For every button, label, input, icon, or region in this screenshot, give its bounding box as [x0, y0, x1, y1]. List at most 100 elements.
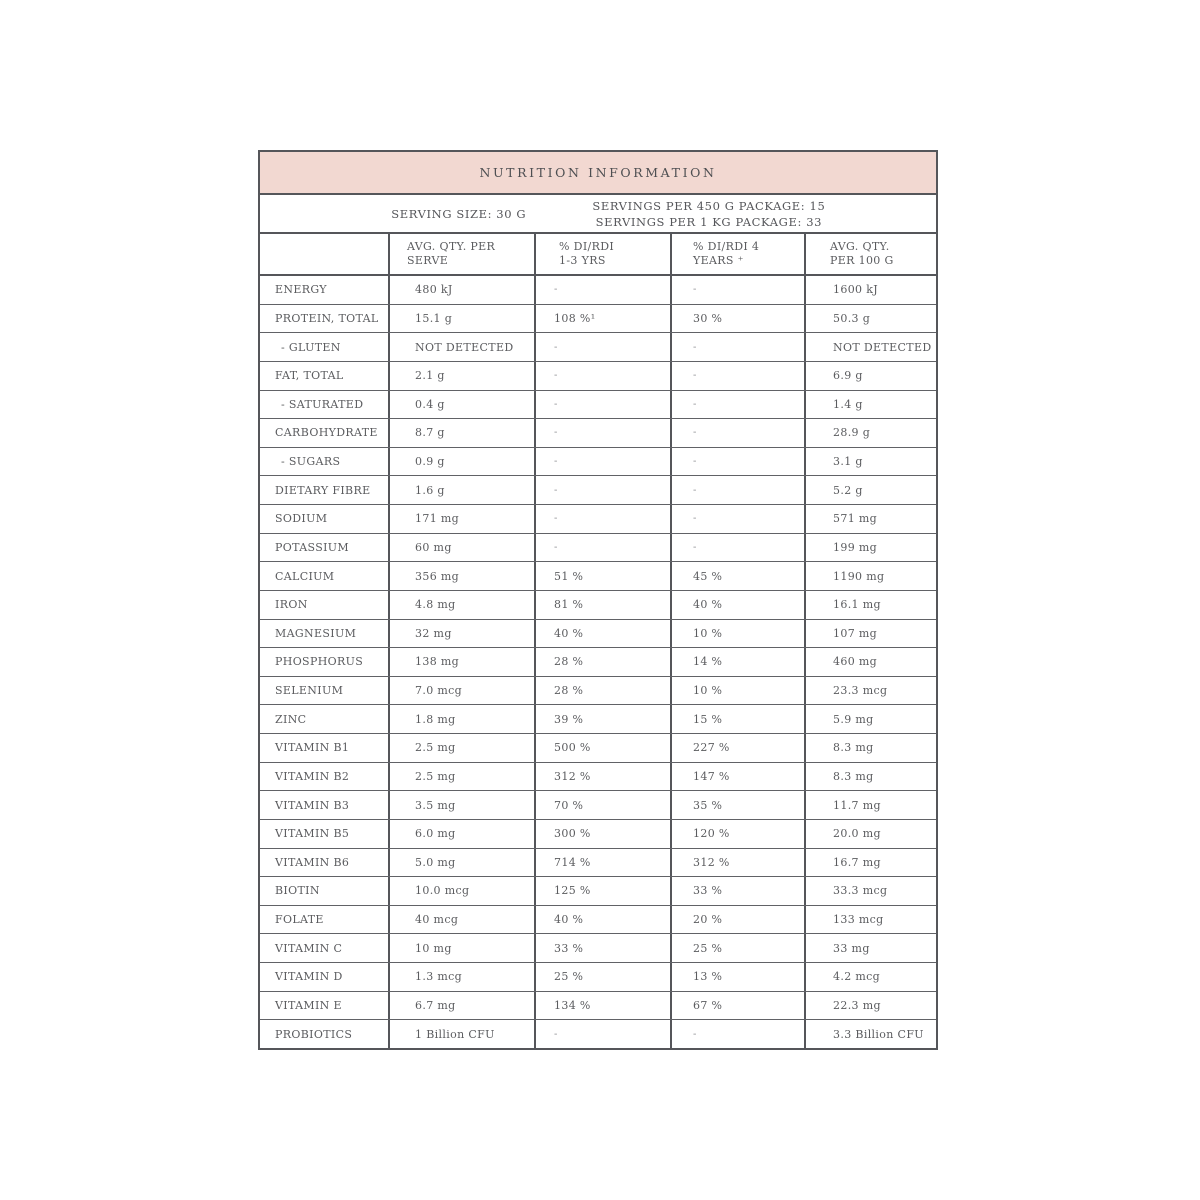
servings-450g-text: SERVINGS PER 450 G PACKAGE: 15	[592, 198, 826, 213]
di-rdi-4-years-cell: 10 %	[670, 676, 804, 705]
di-rdi-4-years-cell: 312 %	[670, 848, 804, 877]
table-row: FAT, TOTAL 2.1 g - -6.9 g	[260, 360, 936, 390]
per-serve-cell: 1.6 g	[388, 476, 534, 504]
di-rdi-4-years-cell: 13 %	[670, 963, 804, 991]
di-rdi-1-3-yrs-cell: -	[534, 361, 670, 390]
nutrient-cell: VITAMIN B2	[275, 769, 350, 783]
table-row: BIOTIN 10.0 mcg 125 % 33 % 33.3 mcg	[260, 876, 936, 905]
di-rdi-4-years-cell: -	[670, 476, 804, 504]
table-row: FOLATE 40 mcg 40 % 20 % 133 mcg	[260, 904, 936, 934]
per-100g-cell: 20.0 mg	[804, 819, 936, 848]
di-rdi-1-3-yrs-cell: 40 %	[534, 619, 670, 648]
di-rdi-4-years-cell: 147 %	[670, 762, 804, 791]
nutrient-cell: - SATURATED	[281, 397, 364, 411]
per-100g-cell: 23.3 mcg	[804, 676, 936, 705]
di-rdi-4-years-cell: 30 %	[670, 304, 804, 333]
nutrient-cell: VITAMIN B6	[275, 855, 350, 869]
table-row: ENERGY 480 kJ - -1600 kJ	[260, 276, 936, 304]
nutrient-cell: DIETARY FIBRE	[275, 483, 371, 497]
nutrient-cell: PROTEIN, TOTAL	[275, 311, 379, 325]
nutrient-cell: VITAMIN E	[275, 998, 342, 1012]
di-rdi-1-3-yrs-cell: 25 %	[534, 963, 670, 991]
table-row: VITAMIN B3 3.5 mg 70 % 35 % 11.7 mg	[260, 790, 936, 819]
column-header-di-rdi-4-years: % DI/RDI 4 YEARS ⁺	[670, 234, 804, 274]
per-serve-cell: 7.0 mcg	[388, 676, 534, 705]
di-rdi-4-years-cell: -	[670, 533, 804, 562]
per-serve-cell: 0.4 g	[388, 390, 534, 419]
column-header-text: 1-3 YRS	[559, 254, 606, 267]
di-rdi-4-years-cell: -	[670, 390, 804, 419]
di-rdi-1-3-yrs-cell: 70 %	[534, 791, 670, 819]
per-100g-cell: 5.9 mg	[804, 705, 936, 733]
table-row: PHOSPHORUS 138 mg 28 % 14 % 460 mg	[260, 647, 936, 676]
di-rdi-1-3-yrs-cell: 125 %	[534, 877, 670, 905]
di-rdi-4-years-cell: 35 %	[670, 791, 804, 819]
per-100g-cell: 8.3 mg	[804, 734, 936, 762]
per-serve-cell: 10 mg	[388, 934, 534, 962]
di-rdi-1-3-yrs-cell: -	[534, 1020, 670, 1048]
di-rdi-1-3-yrs-cell: -	[534, 333, 670, 361]
di-rdi-4-years-cell: -	[670, 419, 804, 447]
nutrient-cell: VITAMIN C	[275, 941, 343, 955]
nutrient-cell: VITAMIN D	[275, 970, 343, 984]
nutrient-cell: VITAMIN B5	[275, 827, 350, 841]
table-row: - SATURATED 0.4 g - -1.4 g	[260, 389, 936, 419]
di-rdi-1-3-yrs-cell: -	[534, 276, 670, 304]
di-rdi-4-years-cell: -	[670, 276, 804, 304]
di-rdi-1-3-yrs-cell: 40 %	[534, 905, 670, 934]
table-row: POTASSIUM 60 mg - -199 mg	[260, 532, 936, 562]
di-rdi-4-years-cell: -	[670, 333, 804, 361]
nutrient-cell: - SUGARS	[281, 455, 341, 469]
table-row: MAGNESIUM 32 mg 40 % 10 % 107 mg	[260, 618, 936, 648]
nutrient-cell: CARBOHYDRATE	[275, 426, 378, 440]
per-serve-cell: 4.8 mg	[388, 590, 534, 619]
per-serve-cell: 2.5 mg	[388, 734, 534, 762]
table-row: PROBIOTICS 1 Billion CFU - -3.3 Billion CFU	[260, 1019, 936, 1048]
per-serve-cell: 2.5 mg	[388, 762, 534, 791]
nutrient-cell: FOLATE	[275, 913, 324, 927]
table-row: SELENIUM 7.0 mcg 28 % 10 % 23.3 mcg	[260, 675, 936, 705]
table-row: VITAMIN B1 2.5 mg 500 % 227 % 8.3 mg	[260, 733, 936, 762]
nutrient-cell: VITAMIN B3	[275, 798, 350, 812]
di-rdi-4-years-cell: -	[670, 1020, 804, 1048]
per-serve-cell: 1.3 mcg	[388, 963, 534, 991]
di-rdi-4-years-cell: -	[670, 505, 804, 533]
per-serve-cell: 480 kJ	[388, 276, 534, 304]
di-rdi-1-3-yrs-cell: 81 %	[534, 590, 670, 619]
per-100g-cell: 33.3 mcg	[804, 877, 936, 905]
per-serve-cell: 6.7 mg	[388, 991, 534, 1020]
nutrient-cell: PROBIOTICS	[275, 1027, 353, 1041]
nutrient-cell: - GLUTEN	[281, 340, 341, 354]
di-rdi-4-years-cell: 20 %	[670, 905, 804, 934]
nutrient-cell: ENERGY	[275, 283, 327, 297]
per-100g-cell: 6.9 g	[804, 361, 936, 390]
per-100g-cell: 50.3 g	[804, 304, 936, 333]
di-rdi-1-3-yrs-cell: 500 %	[534, 734, 670, 762]
per-serve-cell: 32 mg	[388, 619, 534, 648]
column-header-text: PER 100 G	[830, 254, 894, 267]
di-rdi-1-3-yrs-cell: -	[534, 533, 670, 562]
per-100g-cell: 1.4 g	[804, 390, 936, 419]
per-100g-cell: 571 mg	[804, 505, 936, 533]
nutrient-cell: BIOTIN	[275, 884, 320, 898]
per-serve-cell: 2.1 g	[388, 361, 534, 390]
per-serve-cell: 5.0 mg	[388, 848, 534, 877]
per-100g-cell: 22.3 mg	[804, 991, 936, 1020]
di-rdi-1-3-yrs-cell: 108 %¹	[534, 304, 670, 333]
table-row: VITAMIN D 1.3 mcg 25 % 13 % 4.2 mcg	[260, 962, 936, 991]
di-rdi-1-3-yrs-cell: 28 %	[534, 676, 670, 705]
di-rdi-1-3-yrs-cell: 33 %	[534, 934, 670, 962]
column-header-di-rdi-1-3-yrs: % DI/RDI 1-3 YRS	[534, 234, 670, 274]
per-100g-cell: 4.2 mcg	[804, 963, 936, 991]
di-rdi-4-years-cell: 15 %	[670, 705, 804, 733]
table-row: CALCIUM 356 mg 51 % 45 % 1190 mg	[260, 561, 936, 590]
column-header-avg-qty-per-serve: AVG. QTY. PER SERVE	[388, 234, 534, 274]
di-rdi-4-years-cell: 33 %	[670, 877, 804, 905]
column-header-text: YEARS ⁺	[693, 254, 744, 267]
per-100g-cell: 11.7 mg	[804, 791, 936, 819]
di-rdi-4-years-cell: -	[670, 447, 804, 476]
table-row: ZINC 1.8 mg 39 % 15 % 5.9 mg	[260, 704, 936, 733]
per-serve-cell: 171 mg	[388, 505, 534, 533]
per-100g-cell: 16.1 mg	[804, 590, 936, 619]
di-rdi-1-3-yrs-cell: -	[534, 476, 670, 504]
